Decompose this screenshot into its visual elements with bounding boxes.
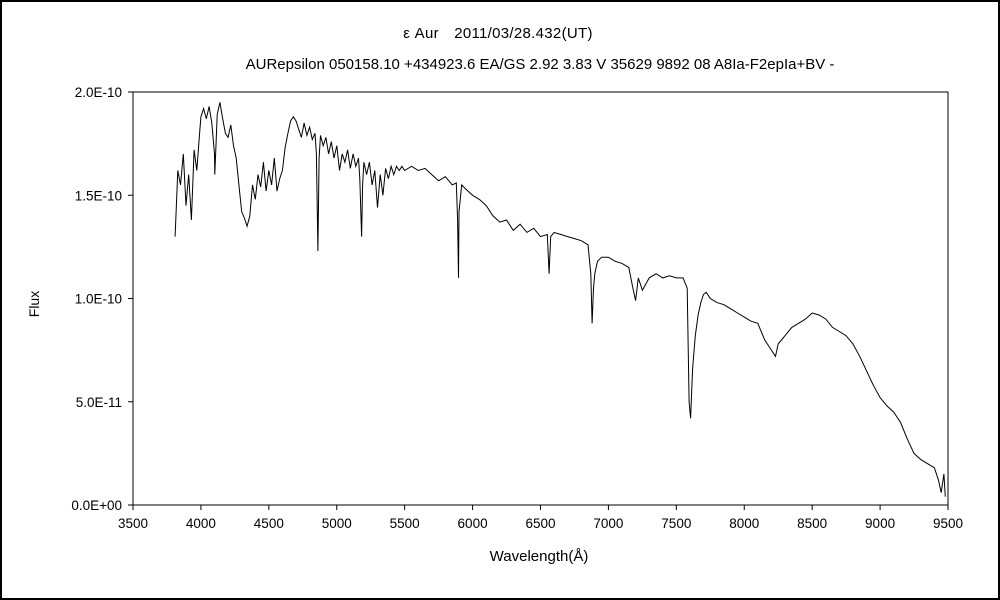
x-tick-label: 7000	[593, 516, 623, 531]
y-tick-label: 0.0E+00	[71, 498, 122, 513]
x-axis: 3500 4000 4500 5000 5500 6000 6500 7000 7500 8000…	[118, 505, 963, 531]
x-tick-label: 5000	[322, 516, 352, 531]
chart-title: ε Aur 2011/03/28.432(UT)	[403, 25, 593, 42]
plot-area	[132, 91, 949, 506]
x-axis-label: Wavelength(Å)	[489, 548, 589, 565]
x-tick-label: 9000	[865, 516, 895, 531]
x-tick-label: 9500	[933, 516, 963, 531]
spectrum-line	[174, 102, 946, 497]
x-tick-label: 5500	[390, 516, 420, 531]
x-tick-label: 8500	[797, 516, 827, 531]
x-tick-label: 3500	[118, 516, 148, 531]
x-tick-label: 7500	[661, 516, 691, 531]
y-tick-label: 1.0E-10	[75, 292, 122, 307]
y-tick-label: 2.0E-10	[75, 85, 122, 100]
x-tick-label: 4000	[186, 516, 216, 531]
x-tick-label: 4500	[254, 516, 284, 531]
y-tick-label: 1.5E-10	[75, 188, 122, 203]
y-axis: 0.0E+00 5.0E-11 1.0E-10 1.5E-10 2.0E-10	[71, 85, 133, 513]
y-tick-label: 5.0E-11	[76, 395, 122, 410]
x-tick-label: 8000	[729, 516, 759, 531]
x-tick-label: 6500	[525, 516, 555, 531]
x-tick-label: 6000	[458, 516, 488, 531]
chart-subtitle: AURepsilon 050158.10 +434923.6 EA/GS 2.9…	[245, 56, 835, 73]
